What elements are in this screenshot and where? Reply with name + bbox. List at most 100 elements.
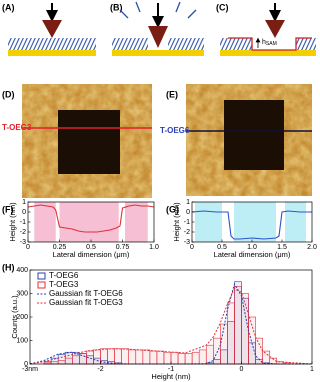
afm-image-d: (D) T-OEG3 [2, 84, 152, 198]
histogram-bar [121, 348, 130, 365]
panel-label: (B) [110, 2, 123, 12]
y-tick-label: -3 [20, 239, 26, 246]
histogram-bar [156, 350, 165, 365]
shaded-region [125, 202, 148, 242]
histogram-bar [135, 349, 144, 365]
x-axis-label: Lateral dimension (μm) [214, 250, 291, 259]
sam [296, 38, 316, 50]
sample-label: T-OEG3 [2, 123, 32, 132]
shaded-region [285, 202, 306, 242]
histogram-bar [93, 349, 101, 365]
sam [112, 38, 148, 50]
histogram-bar [50, 361, 59, 365]
x-tick-label: 0.5 [86, 244, 96, 251]
fit-line [29, 288, 313, 365]
height-symbol: h [262, 39, 266, 46]
shaded-region [195, 202, 222, 242]
x-tick-label: 1.5 [277, 244, 287, 251]
histogram-bar [262, 350, 270, 365]
shaved-square [224, 100, 284, 170]
sam [220, 38, 252, 50]
x-tick-label: 0.25 [53, 244, 67, 251]
shaded-region [34, 202, 56, 242]
histogram-bar [255, 337, 263, 365]
force-rays [119, 1, 197, 19]
histogram-bar [142, 349, 151, 365]
y-tick-label: 1 [22, 199, 26, 206]
histogram-bar [107, 348, 115, 365]
y-tick-label: -2 [20, 229, 26, 236]
y-tick-label: -2 [184, 229, 190, 236]
height-label: hSAM [262, 39, 277, 47]
y-tick-label: 1 [186, 199, 190, 206]
panel-label: (D) [2, 89, 15, 99]
schematic-a: (A) [2, 2, 96, 56]
histogram-bar [128, 349, 137, 365]
legend-swatch [37, 281, 46, 289]
shaved-square [58, 110, 120, 174]
histogram-bar [213, 337, 221, 365]
sample-label: T-OEG6 [160, 126, 190, 135]
x-tick-label: 0 [190, 244, 194, 251]
afm-tip [148, 26, 168, 48]
sam [8, 38, 96, 50]
afm-tip [42, 20, 62, 38]
histogram-bar [184, 353, 193, 365]
x-tick-label: 0 [240, 366, 244, 373]
histogram-bar [170, 351, 179, 365]
y-axis-label: Counts (a.u.) [10, 295, 19, 339]
histogram-bar [72, 355, 80, 365]
histogram-bar [198, 349, 207, 365]
profile-outline [228, 37, 312, 51]
panel-label: (H) [2, 262, 15, 272]
shaded-region [59, 202, 119, 242]
legend-label: Gaussian fit T-OEG6 [49, 289, 123, 298]
substrate [220, 50, 316, 56]
x-tick-label: 1.0 [149, 244, 159, 251]
y-tick-label: -3 [184, 239, 190, 246]
x-axis-label: Height (nm) [151, 372, 191, 381]
x-tick-label: 0.5 [217, 244, 227, 251]
y-tick-label: 300 [16, 290, 28, 297]
shaded-region [234, 202, 276, 242]
x-tick-label: -3nm [22, 366, 38, 373]
x-tick-label: 0 [26, 244, 30, 251]
y-tick-label: 0 [22, 209, 26, 216]
x-tick-label: 1.0 [247, 244, 257, 251]
panel-label: (A) [2, 2, 15, 12]
panel-label: (E) [166, 89, 178, 99]
schematic-b: (B) [110, 1, 204, 56]
y-tick-label: 100 [16, 337, 28, 344]
histogram-bar [149, 350, 158, 365]
histogram-bar [227, 302, 235, 365]
histogram-bar [114, 348, 122, 365]
legend-label: Gaussian fit T-OEG3 [49, 298, 123, 307]
histogram-bar [177, 353, 186, 365]
legend-swatch [37, 272, 46, 280]
profile-line [27, 204, 155, 233]
panel-label: (F) [2, 204, 14, 214]
y-axis-label: Height (nm) [8, 202, 17, 242]
x-tick-label: 0.75 [116, 244, 130, 251]
histogram-bar [57, 360, 66, 365]
chart: 0 0.5 1.0 1.5 2.0 -3 -2 -1 0 1 Lateral dimension (… [172, 199, 317, 259]
profile-line [191, 210, 312, 240]
y-tick-label: 0 [24, 361, 28, 368]
histogram-bar [234, 286, 242, 365]
y-tick-label: -1 [20, 219, 26, 226]
histogram-bar [64, 357, 73, 365]
x-tick-label: -1 [168, 366, 174, 373]
y-axis-label: Height (nm) [172, 202, 181, 242]
legend-label: T-OEG3 [49, 280, 79, 289]
substrate [112, 50, 204, 56]
substrate [8, 50, 96, 56]
panel-label: (C) [216, 2, 229, 12]
y-tick-label: 0 [186, 209, 190, 216]
x-tick-label: 1 [310, 366, 314, 373]
y-tick-label: 400 [16, 267, 28, 274]
panel-label: (G) [166, 204, 179, 214]
sam [168, 38, 204, 50]
x-tick-label: 2.0 [307, 244, 317, 251]
x-axis-label: Lateral dimension (μm) [53, 250, 130, 259]
